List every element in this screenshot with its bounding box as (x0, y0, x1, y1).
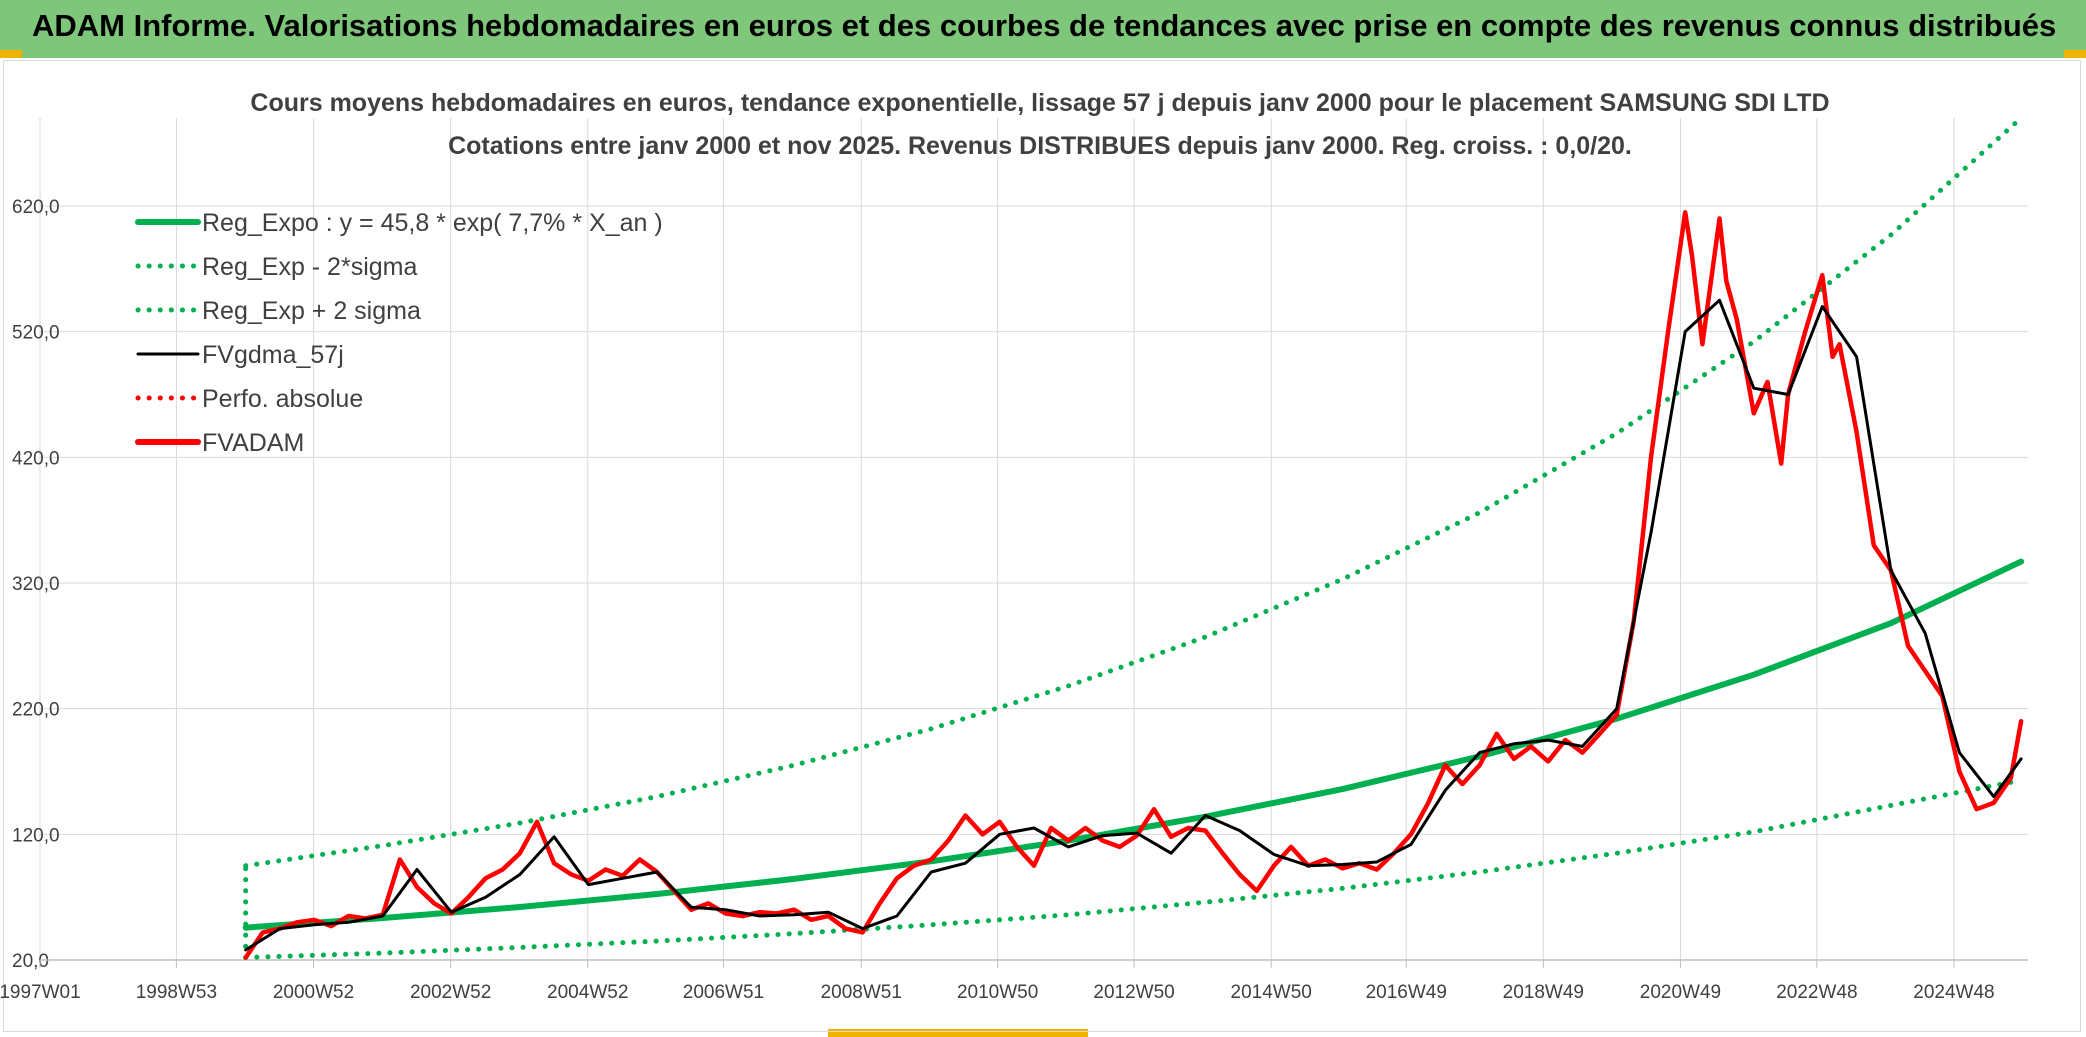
chart-subtitle: Cotations entre janv 2000 et nov 2025. R… (448, 132, 1632, 160)
grid-lines (39, 118, 2028, 961)
x-tick-label: 1998W53 (136, 982, 217, 1003)
report-banner: ADAM Informe. Valorisations hebdomadaire… (0, 0, 2086, 58)
x-tick-label: 2004W52 (547, 982, 628, 1003)
x-tick-label: 2016W49 (1366, 982, 1447, 1003)
x-tick-label: 2002W52 (410, 982, 491, 1003)
fvgdma-57j-line (244, 298, 2023, 952)
y-tick-label: 420,0 (12, 448, 60, 469)
x-tick-label: 2012W50 (1093, 982, 1174, 1003)
reg-exp-minus-2sigma-line (243, 777, 2024, 960)
x-tick-label: 2014W50 (1231, 982, 1312, 1003)
x-tick-label: 2024W48 (1913, 982, 1994, 1003)
y-tick-label: 20,0 (12, 951, 49, 972)
x-tick-label: 2018W49 (1503, 982, 1584, 1003)
legend-label: FVADAM (202, 429, 304, 457)
legend-label: Reg_Expo : y = 45,8 * exp( 7,7% * X_an ) (202, 209, 663, 237)
chart-frame (3, 60, 2081, 1032)
report-banner-title: ADAM Informe. Valorisations hebdomadaire… (32, 8, 2057, 43)
x-tick-label: 1997W01 (0, 982, 81, 1003)
legend-label: Reg_Exp - 2*sigma (202, 253, 417, 281)
x-tick-label: 2008W51 (821, 982, 902, 1003)
legend-label: FVgdma_57j (202, 341, 344, 369)
y-tick-label: 620,0 (12, 197, 60, 218)
x-tick-label: 2006W51 (683, 982, 764, 1003)
y-tick-label: 320,0 (12, 574, 60, 595)
corner-marker-right (2064, 50, 2086, 58)
axes: 20,0 120,0 220,0 320,0 420,0 520,0 620,0 1997W0… (0, 197, 2028, 1003)
series-group (242, 115, 2025, 960)
x-tick-label: 2000W52 (273, 982, 354, 1003)
legend-label: Perfo. absolue (202, 385, 363, 413)
y-tick-label: 220,0 (12, 700, 60, 721)
corner-marker-left (0, 50, 22, 58)
x-tick-label: 2010W50 (957, 982, 1038, 1003)
x-tick-label: 2020W49 (1640, 982, 1721, 1003)
reg-expo-line (242, 558, 2025, 931)
bottom-marker (828, 1029, 1088, 1037)
legend: Reg_Expo : y = 45,8 * exp( 7,7% * X_an )… (135, 209, 663, 457)
reg-exp-plus-2sigma-line (243, 115, 2024, 869)
chart-title: Cours moyens hebdomadaires en euros, ten… (250, 89, 1829, 117)
fvadam-line (243, 210, 2024, 960)
y-tick-label: 120,0 (12, 825, 60, 846)
x-tick-label: 2022W48 (1776, 982, 1857, 1003)
y-tick-label: 520,0 (12, 323, 60, 344)
legend-label: Reg_Exp + 2 sigma (202, 297, 421, 325)
